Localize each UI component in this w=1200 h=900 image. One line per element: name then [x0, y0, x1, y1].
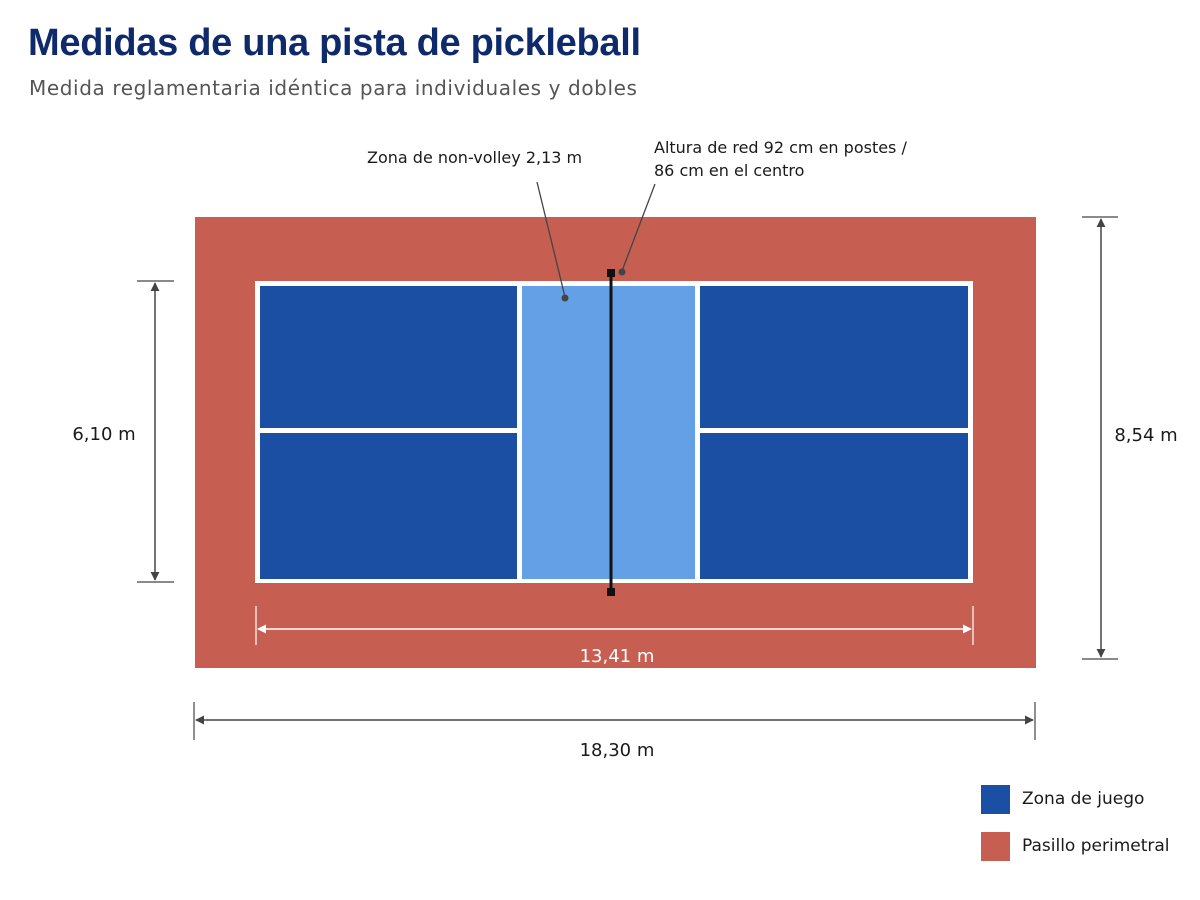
service-box-top-left [260, 286, 517, 428]
court-length-label: 13,41 m [580, 646, 655, 667]
net-leader [621, 183, 656, 272]
service-box-bottom-left [260, 433, 517, 579]
service-box-bottom-right [700, 433, 968, 579]
net-dot [618, 268, 626, 276]
legend-label-play-zone: Zona de juego [1022, 789, 1145, 809]
legend-swatch-perimeter [981, 831, 1010, 861]
non-volley-zone [522, 286, 695, 579]
legend-label-perimeter: Pasillo perimetral [1022, 836, 1170, 856]
page-subtitle: Medida reglamentaria idéntica para indiv… [29, 76, 638, 100]
legend: Zona de juego Pasillo perimetral [981, 784, 1170, 878]
net-annotation-line2: 86 cm en el centro [654, 161, 804, 180]
service-box-top-right [700, 286, 968, 428]
non-volley-leader [536, 181, 566, 298]
legend-item-perimeter: Pasillo perimetral [981, 831, 1170, 861]
total-length-label: 18,30 m [580, 740, 655, 761]
legend-item-play-zone: Zona de juego [981, 784, 1170, 814]
court-width-label: 6,10 m [72, 424, 135, 445]
legend-swatch-play-zone [981, 784, 1010, 814]
total-width-label: 8,54 m [1114, 425, 1177, 446]
net-annotation-line1: Altura de red 92 cm en postes / [654, 138, 907, 157]
page-title: Medidas de una pista de pickleball [28, 22, 641, 64]
non-volley-annotation: Zona de non-volley 2,13 m [367, 148, 582, 167]
non-volley-dot [561, 294, 569, 302]
net-post-bottom [607, 588, 615, 596]
net-post-top [607, 269, 615, 277]
